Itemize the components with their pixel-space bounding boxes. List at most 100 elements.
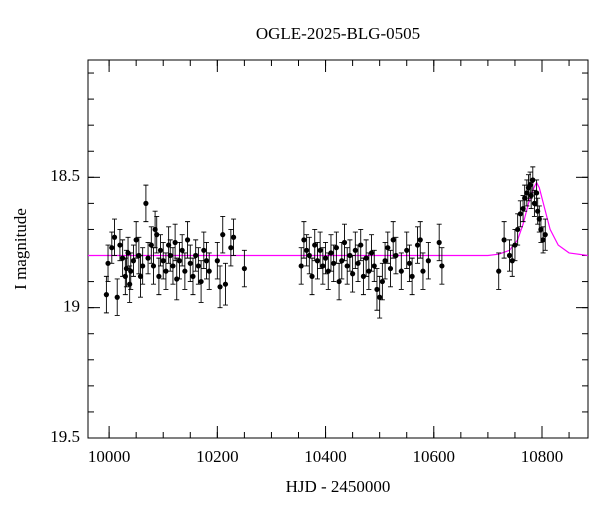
data-point: [117, 242, 123, 248]
data-point: [350, 271, 356, 277]
data-point: [398, 268, 404, 274]
data-point: [125, 250, 131, 256]
data-point: [195, 263, 201, 269]
data-point: [184, 237, 191, 243]
data-point: [528, 192, 534, 199]
data-point: [176, 258, 183, 264]
data-point: [377, 294, 383, 300]
chart-title: OGLE-2025-BLG-0505: [256, 24, 420, 43]
data-point: [540, 237, 546, 243]
y-tick-label: 19: [63, 297, 80, 316]
data-point: [109, 245, 115, 251]
data-point: [339, 258, 345, 264]
data-point: [322, 255, 329, 261]
data-point: [111, 234, 118, 240]
data-point: [331, 260, 337, 266]
data-point: [201, 247, 207, 253]
data-point: [301, 237, 307, 243]
data-point: [439, 263, 445, 269]
data-point: [522, 195, 528, 201]
data-point: [436, 239, 442, 246]
data-point: [328, 250, 334, 256]
data-point: [533, 190, 540, 196]
x-tick-label: 10000: [88, 447, 131, 466]
data-point: [341, 239, 348, 246]
data-point: [512, 242, 518, 248]
data-point: [336, 278, 342, 285]
data-point: [304, 247, 310, 253]
y-axis-label: I magnitude: [11, 208, 30, 290]
data-point: [414, 242, 421, 248]
data-point: [122, 273, 128, 279]
data-point: [206, 268, 212, 274]
data-point: [137, 273, 144, 279]
data-point: [325, 268, 331, 274]
data-point: [133, 237, 139, 243]
data-point: [130, 258, 137, 264]
data-point: [420, 268, 426, 274]
data-point: [145, 255, 151, 261]
data-point: [179, 247, 185, 253]
data-point: [333, 245, 339, 251]
data-point: [393, 252, 399, 259]
x-tick-label: 10600: [413, 447, 456, 466]
data-point: [344, 263, 350, 269]
data-point: [103, 292, 109, 298]
data-point: [150, 263, 157, 269]
x-axis-label: HJD - 2450000: [286, 477, 391, 496]
data-point: [309, 273, 315, 279]
data-point: [347, 252, 353, 259]
data-point: [190, 273, 196, 279]
data-point: [531, 200, 538, 206]
data-point: [187, 260, 193, 266]
data-point: [387, 265, 394, 272]
data-point: [530, 177, 536, 183]
data-point: [517, 211, 523, 217]
data-point: [538, 226, 544, 233]
data-point: [406, 260, 413, 266]
data-point: [542, 232, 548, 238]
data-point: [220, 232, 226, 238]
data-point: [230, 234, 237, 240]
data-point: [515, 226, 521, 233]
data-point: [409, 273, 415, 279]
data-point: [417, 237, 423, 243]
data-point: [154, 232, 160, 238]
data-point: [360, 273, 367, 279]
x-tick-label: 10400: [304, 447, 347, 466]
data-point: [228, 245, 234, 251]
data-point: [385, 245, 391, 251]
data-point: [174, 276, 180, 282]
data-point: [312, 242, 318, 248]
data-point: [363, 255, 369, 261]
data-point: [390, 237, 396, 243]
data-point: [167, 252, 173, 259]
plot-area: [88, 166, 588, 319]
data-point: [140, 263, 146, 269]
data-point: [105, 260, 111, 266]
data-point: [143, 200, 149, 206]
data-point: [358, 242, 364, 248]
data-point: [163, 268, 169, 274]
data-point: [127, 281, 133, 287]
x-tick-label: 10200: [196, 447, 239, 466]
data-point: [128, 268, 134, 274]
data-point: [366, 268, 372, 274]
data-point: [214, 258, 220, 264]
data-point: [182, 268, 188, 274]
data-point: [501, 237, 507, 243]
data-point: [172, 239, 178, 246]
data-point: [379, 278, 385, 285]
data-point: [222, 281, 229, 287]
data-point: [203, 258, 210, 264]
x-tick-label: 10800: [521, 447, 564, 466]
data-point: [527, 182, 533, 188]
data-point: [198, 278, 204, 285]
data-point: [506, 252, 513, 259]
data-point: [496, 268, 502, 274]
data-point: [352, 247, 358, 253]
data-point: [368, 250, 375, 256]
data-point: [193, 252, 199, 259]
data-point: [157, 247, 164, 253]
